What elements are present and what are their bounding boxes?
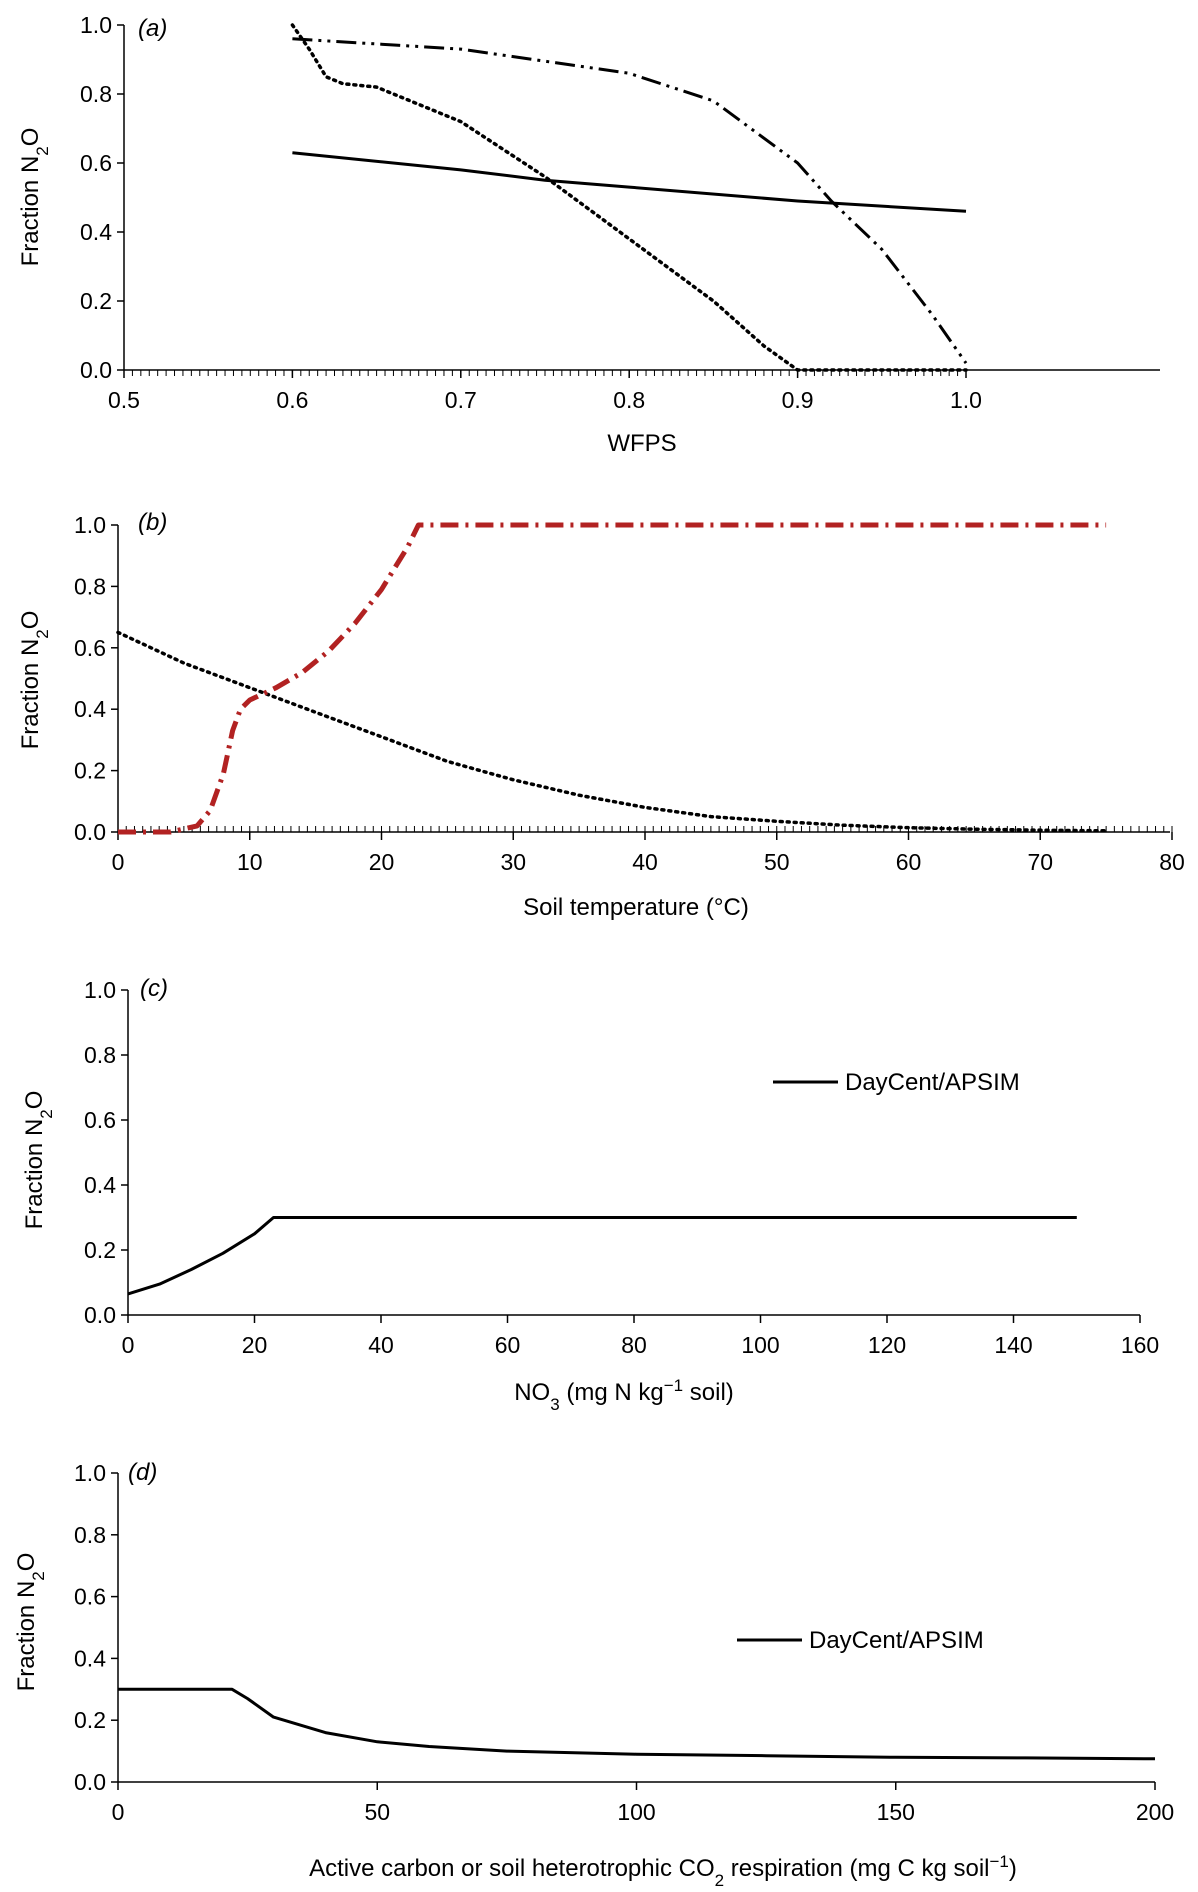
- x-tick-label: 0.6: [276, 387, 308, 413]
- x-tick-label: 40: [368, 1332, 394, 1358]
- x-tick-label: 0: [112, 1799, 125, 1825]
- series-line-solid: [127, 1216, 1077, 1296]
- y-tick-label: 0.8: [74, 573, 106, 599]
- x-tick-label: 1.0: [950, 387, 982, 413]
- y-axis-title-a: Fraction N2O: [17, 128, 52, 267]
- chart-d-svg: 0.0 0.2 0.4 0.6 0.8 1.0 0 50 100 150 200 DayCent/…: [13, 1459, 1174, 1890]
- chart-b-svg: 0.0 0.2 0.4 0.6 0.8 1.0 0 10 20 30 40 50 60 70 80 (b)…: [17, 509, 1185, 921]
- x-tick-label: 10: [237, 849, 263, 875]
- x-axis-title-d: Active carbon or soil heterotrophic CO2 …: [309, 1852, 1017, 1890]
- x-tick-label: 50: [764, 849, 790, 875]
- x-tick-label: 60: [896, 849, 922, 875]
- x-tick-label: 0: [122, 1332, 135, 1358]
- y-tick-label: 0.6: [74, 1584, 106, 1610]
- y-tick-label: 0.2: [80, 288, 112, 314]
- x-tick-label: 140: [994, 1332, 1032, 1358]
- y-tick-label: 0.2: [74, 758, 106, 784]
- x-tick-label: 200: [1136, 1799, 1174, 1825]
- y-tick-label: 0.0: [80, 357, 112, 383]
- panel-d: 0.0 0.2 0.4 0.6 0.8 1.0 0 50 100 150 200 DayCent/…: [0, 1430, 1198, 1892]
- chart-c-svg: 0.0 0.2 0.4 0.6 0.8 1.0 0 20 40 60 80 100 120 140 160…: [21, 975, 1159, 1414]
- y-tick-label: 0.4: [74, 1645, 106, 1671]
- y-tick-label: 0.2: [84, 1237, 116, 1263]
- series-line-solid: [292, 151, 967, 213]
- y-axis-title-d: Fraction N2O: [13, 1553, 48, 1692]
- y-tick-label: 0.6: [84, 1107, 116, 1133]
- y-tick-label: 0.4: [74, 696, 106, 722]
- legend-label-d: DayCent/APSIM: [809, 1627, 984, 1654]
- panel-letter-b: (b): [138, 509, 167, 536]
- x-tick-label: 0.5: [108, 387, 140, 413]
- y-tick-label: 1.0: [74, 1460, 106, 1486]
- y-tick-label: 0.8: [74, 1522, 106, 1548]
- y-tick-label: 0.0: [74, 1769, 106, 1795]
- series-line-solid: [118, 1687, 1156, 1761]
- panel-letter-d: (d): [128, 1459, 157, 1486]
- y-tick-label: 0.0: [74, 819, 106, 845]
- x-tick-label: 30: [500, 849, 526, 875]
- x-tick-label: 70: [1027, 849, 1053, 875]
- x-tick-label: 0.7: [445, 387, 477, 413]
- x-axis-title-b: Soil temperature (°C): [523, 894, 749, 921]
- y-tick-label: 0.4: [84, 1172, 116, 1198]
- y-tick-label: 0.0: [84, 1302, 116, 1328]
- y-tick-label: 0.6: [74, 635, 106, 661]
- panel-letter-a: (a): [138, 15, 167, 42]
- x-tick-label: 0.9: [782, 387, 814, 413]
- x-tick-label: 0: [112, 849, 125, 875]
- x-tick-label: 150: [877, 1799, 915, 1825]
- y-tick-label: 1.0: [74, 512, 106, 538]
- y-tick-label: 0.4: [80, 219, 112, 245]
- y-tick-label: 1.0: [84, 977, 116, 1003]
- x-tick-label: 100: [741, 1332, 779, 1358]
- x-tick-label: 40: [632, 849, 658, 875]
- y-axis-title-c: Fraction N2O: [21, 1091, 56, 1230]
- x-tick-label: 20: [242, 1332, 268, 1358]
- series-line-dash-dot-dot: [292, 37, 968, 364]
- x-tick-label: 50: [364, 1799, 390, 1825]
- y-axis-title-b: Fraction N2O: [17, 611, 52, 750]
- panel-c: 0.0 0.2 0.4 0.6 0.8 1.0 0 20 40 60 80 100 120 140 160…: [0, 950, 1198, 1420]
- x-tick-label: 120: [868, 1332, 906, 1358]
- legend-label-c: DayCent/APSIM: [845, 1069, 1020, 1096]
- series-line-dotted: [290, 23, 968, 372]
- x-tick-label: 80: [1159, 849, 1185, 875]
- y-tick-label: 0.8: [80, 81, 112, 107]
- x-tick-label: 20: [369, 849, 395, 875]
- series-line-dash-dot: [118, 522, 1107, 835]
- y-tick-label: 0.6: [80, 150, 112, 176]
- panel-letter-c: (c): [140, 975, 168, 1002]
- x-tick-label: 60: [495, 1332, 521, 1358]
- x-axis-title-c: NO3 (mg N kg−1 soil): [514, 1376, 734, 1414]
- y-tick-label: 0.2: [74, 1707, 106, 1733]
- x-tick-label: 100: [617, 1799, 655, 1825]
- chart-a-svg: 0.0 0.2 0.4 0.6 0.8 1.0 0.5 0.6 0.7 0.8 0.9 1.0 (a…: [17, 12, 1160, 457]
- x-axis-title-a: WFPS: [607, 430, 676, 457]
- y-tick-label: 0.8: [84, 1042, 116, 1068]
- x-tick-label: 0.8: [613, 387, 645, 413]
- panel-a: 0.0 0.2 0.4 0.6 0.8 1.0 0.5 0.6 0.7 0.8 0.9 1.0 (a…: [0, 0, 1198, 457]
- panel-b: 0.0 0.2 0.4 0.6 0.8 1.0 0 10 20 30 40 50 60 70 80 (b)…: [0, 470, 1198, 935]
- x-tick-label: 80: [621, 1332, 647, 1358]
- series-line-dotted: [116, 630, 1108, 833]
- x-tick-label: 160: [1121, 1332, 1159, 1358]
- y-tick-label: 1.0: [80, 12, 112, 38]
